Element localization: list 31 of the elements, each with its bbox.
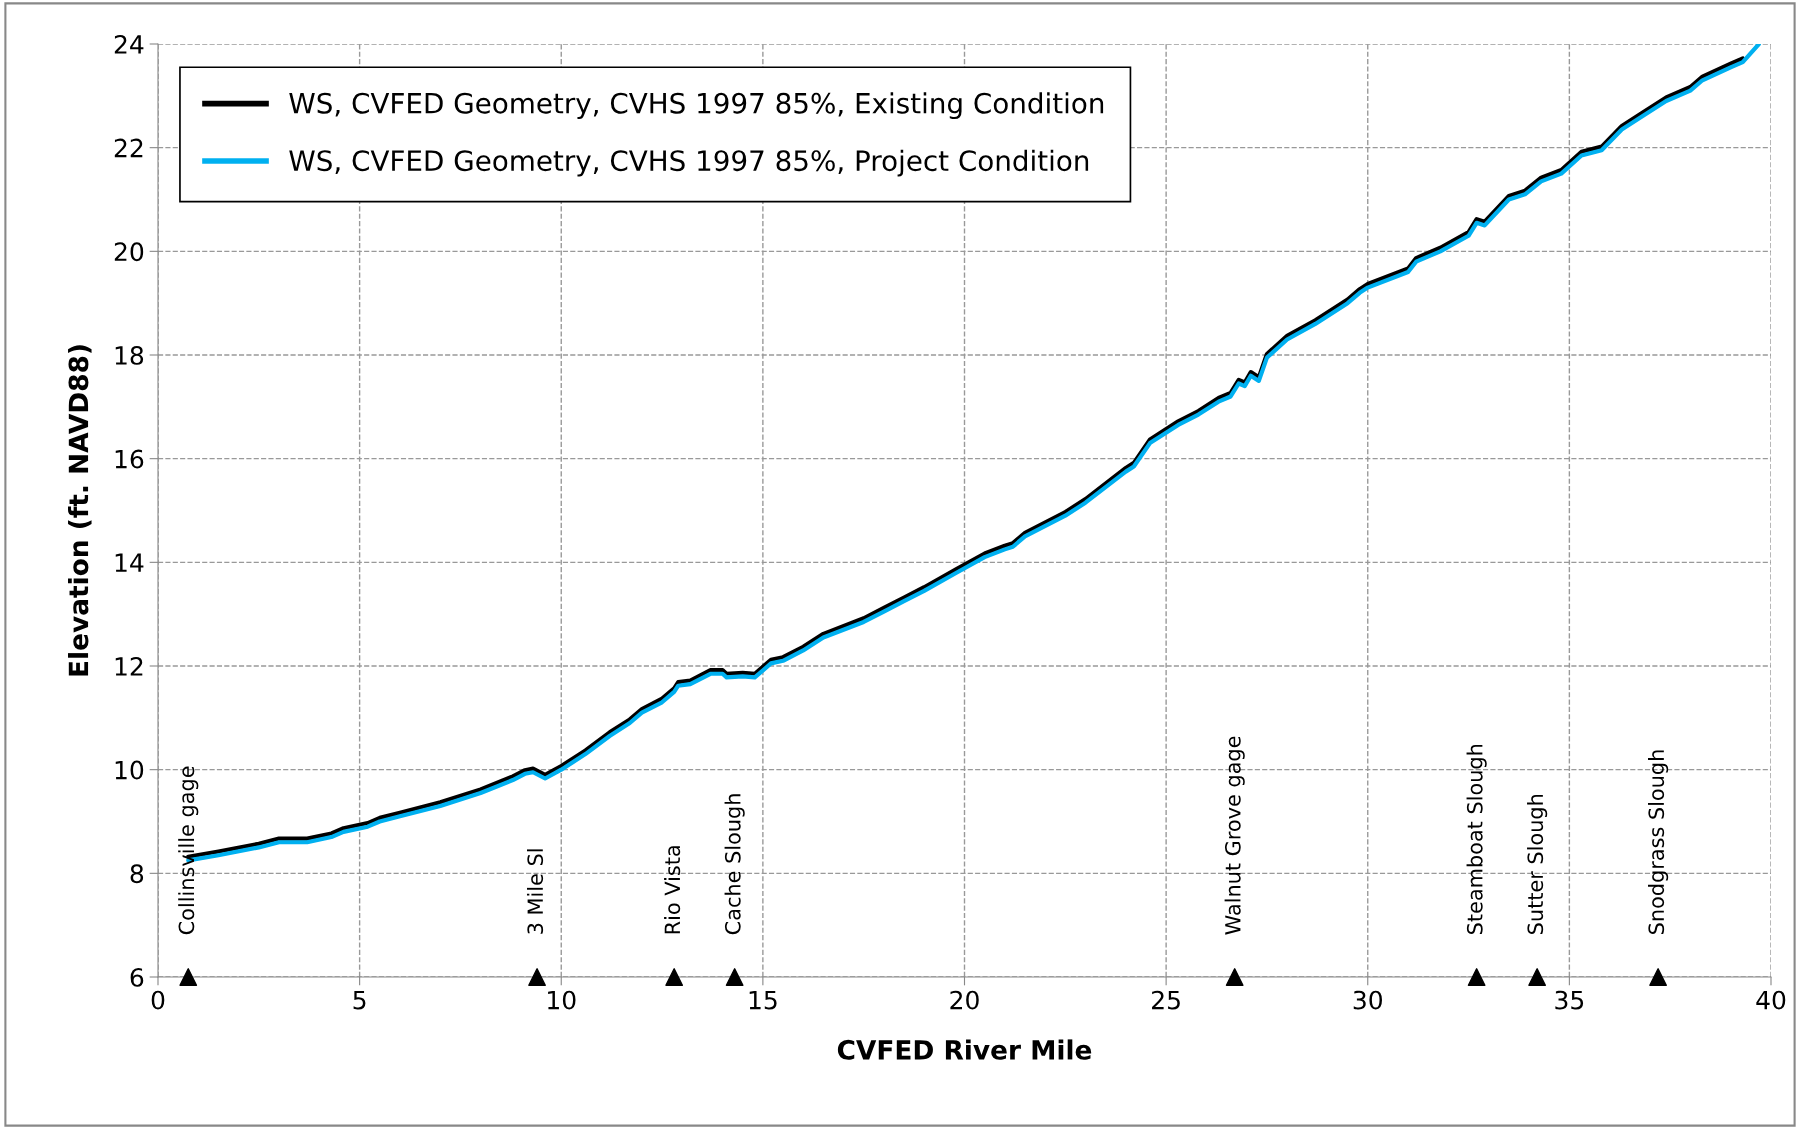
y-axis-title: Elevation (ft. NAVD88) (68, 345, 92, 676)
y-tick-label: 16 (115, 449, 144, 469)
x-tick-label: 30 (1353, 990, 1382, 1010)
legend-label: WS, CVFED Geometry, CVHS 1997 85%, Existing Condition (289, 92, 1104, 120)
x-tick-label: 15 (749, 990, 777, 1010)
annotation: Walnut Grove gage (1224, 736, 1245, 935)
x-tick-label: 20 (950, 990, 979, 1010)
annotation: Snodgrass Slough (1648, 750, 1669, 934)
y-tick-label: 24 (114, 34, 144, 54)
y-tick-label: 12 (115, 656, 143, 676)
annotation: Collinsville gage (178, 766, 199, 935)
annotation: Cache Slough (724, 794, 745, 935)
legend-label: WS, CVFED Geometry, CVHS 1997 85%, Project Condition (289, 149, 1089, 177)
x-tick-label: 10 (548, 990, 576, 1010)
y-tick-label: 8 (130, 864, 144, 884)
x-tick-label: 25 (1152, 990, 1180, 1010)
x-tick-label: 0 (151, 990, 165, 1010)
y-tick-label: 18 (115, 345, 144, 365)
y-tick-label: 6 (130, 967, 144, 987)
annotation: Sutter Slough (1527, 794, 1548, 934)
annotation: Steamboat Slough (1466, 744, 1487, 934)
y-tick-label: 20 (114, 242, 144, 262)
x-tick-label: 40 (1756, 990, 1786, 1010)
x-tick-label: 5 (353, 990, 366, 1010)
x-tick-label: 35 (1555, 990, 1584, 1010)
y-tick-label: 14 (115, 553, 144, 572)
annotation: Rio Vista (664, 846, 681, 934)
x-axis-title: CVFED River Mile (837, 1039, 1092, 1060)
y-tick-label: 10 (115, 760, 144, 780)
annotation: 3 Mile Sl (526, 849, 544, 934)
y-tick-label: 22 (114, 138, 143, 158)
